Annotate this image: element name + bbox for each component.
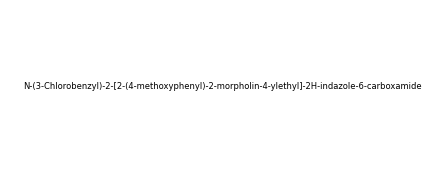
Text: N-(3-Chlorobenzyl)-2-[2-(4-methoxyphenyl)-2-morpholin-4-ylethyl]-2H-indazole-6-c: N-(3-Chlorobenzyl)-2-[2-(4-methoxyphenyl… [23, 82, 422, 91]
